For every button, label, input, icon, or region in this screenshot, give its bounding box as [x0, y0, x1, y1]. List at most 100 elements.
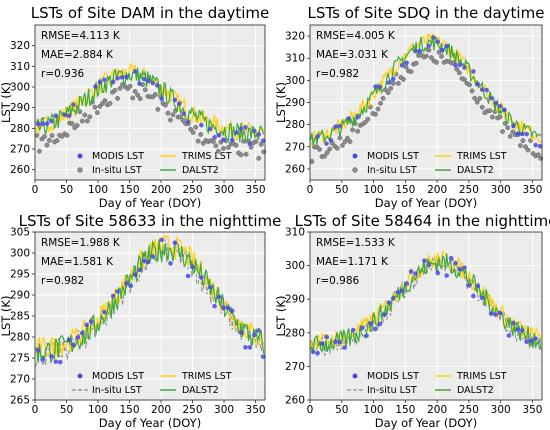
dalst2-line — [310, 253, 542, 354]
insitu-point — [221, 146, 226, 151]
modis-point — [319, 341, 325, 346]
modis-point — [190, 264, 195, 270]
x-tick-label: 350 — [246, 404, 266, 416]
x-tick-label: 150 — [395, 404, 415, 416]
modis-point — [44, 121, 50, 126]
modis-point — [229, 308, 235, 313]
modis-point — [154, 83, 160, 88]
modis-point — [150, 80, 156, 86]
modis-point — [251, 332, 257, 338]
modis-point — [431, 35, 436, 40]
modis-point — [66, 337, 72, 343]
insitu-point — [132, 89, 138, 94]
insitu-point — [525, 147, 531, 153]
insitu-point — [395, 80, 401, 86]
stat-text: MAE=1.171 K — [316, 256, 389, 268]
y-tick-label: 305 — [10, 227, 30, 239]
insitu-point — [390, 80, 396, 86]
insitu-point — [517, 143, 523, 148]
dalst2-line — [35, 239, 265, 365]
modis-point — [435, 270, 441, 276]
modis-point — [57, 359, 63, 365]
modis-point — [519, 131, 525, 137]
insitu-point — [347, 139, 353, 144]
y-tick-label: 300 — [285, 75, 305, 87]
modis-point — [159, 96, 164, 102]
modis-point — [141, 76, 147, 82]
stat-text: r=0.982 — [41, 275, 84, 287]
modis-point — [185, 119, 191, 125]
modis-point — [399, 63, 405, 68]
modis-point — [471, 293, 476, 299]
modis-point — [115, 75, 120, 81]
insitu-point — [345, 135, 350, 141]
x-tick-label: 250 — [459, 184, 479, 196]
x-tick-label: 350 — [522, 184, 542, 196]
y-tick-label: 295 — [10, 269, 30, 281]
modis-point — [53, 113, 59, 119]
x-tick-label: 250 — [459, 404, 479, 416]
modis-point — [35, 347, 41, 353]
insitu-point — [42, 134, 47, 140]
y-tick-label: 320 — [285, 31, 305, 43]
modis-point — [399, 288, 405, 294]
insitu-point — [170, 112, 176, 118]
modis-point — [337, 339, 343, 345]
modis-point — [88, 319, 94, 324]
modis-point — [417, 48, 423, 54]
insitu-point — [477, 96, 483, 101]
modis-point — [132, 272, 138, 277]
modis-point — [448, 255, 454, 261]
x-tick-label: 50 — [335, 404, 348, 416]
modis-point — [457, 266, 463, 272]
legend-trims-label: TRIMS LST — [456, 151, 507, 162]
modis-point — [453, 260, 458, 266]
modis-point — [368, 321, 374, 326]
modis-point — [390, 76, 396, 82]
modis-point — [404, 60, 409, 66]
insitu-point — [340, 143, 345, 148]
modis-point — [373, 84, 378, 89]
y-tick-label: 310 — [10, 61, 30, 73]
modis-point — [124, 281, 129, 286]
insitu-point — [490, 114, 495, 120]
insitu-point — [439, 54, 444, 59]
insitu-point — [226, 145, 231, 150]
modis-point — [528, 338, 534, 343]
modis-point — [234, 130, 239, 135]
insitu-point — [408, 69, 414, 74]
legend-insitu-label: In-situ LST — [367, 385, 417, 396]
x-axis-label: Day of Year (DOY) — [375, 416, 477, 430]
modis-point — [40, 121, 45, 127]
x-tick-label: 300 — [491, 404, 511, 416]
insitu-point — [474, 99, 480, 105]
insitu-point — [102, 98, 108, 103]
modis-point — [159, 237, 164, 243]
modis-point — [515, 131, 521, 136]
insitu-point — [112, 87, 118, 93]
insitu-point — [487, 108, 493, 114]
modis-point — [207, 284, 213, 290]
insitu-point — [362, 120, 368, 125]
insitu-point — [94, 110, 100, 115]
y-tick-label: 270 — [285, 361, 305, 373]
modis-point — [110, 79, 116, 85]
modis-point — [493, 312, 498, 317]
y-axis-label: LST (K) — [0, 296, 13, 337]
modis-point — [199, 122, 204, 128]
legend-modis-label: MODIS LST — [92, 371, 144, 382]
legend-insitu-label: In-situ LST — [92, 165, 142, 176]
modis-point — [422, 258, 427, 264]
modis-point — [71, 342, 76, 348]
y-tick-label: 300 — [285, 260, 305, 272]
modis-point — [238, 126, 244, 132]
modis-point — [475, 283, 481, 289]
y-tick-label: 260 — [285, 395, 305, 407]
modis-point — [238, 330, 244, 335]
legend-dalst2-label: DALST2 — [182, 385, 219, 396]
insitu-point — [334, 145, 340, 151]
insitu-point — [388, 86, 394, 91]
legend-trims-label: TRIMS LST — [181, 371, 232, 382]
y-axis-label: LST (K) — [274, 82, 288, 123]
